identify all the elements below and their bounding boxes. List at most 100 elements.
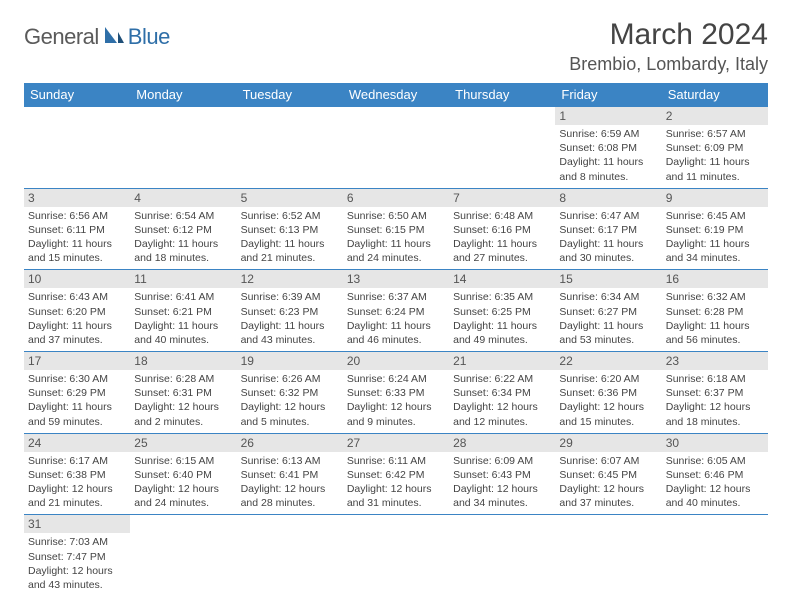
day-number: 31 [24, 515, 130, 533]
sunset-text: Sunset: 6:41 PM [241, 468, 339, 482]
day-number: 22 [555, 352, 661, 370]
daylight-text: Daylight: 11 hours and 24 minutes. [347, 237, 445, 265]
sunset-text: Sunset: 6:16 PM [453, 223, 551, 237]
calendar-cell [662, 515, 768, 596]
sunrise-text: Sunrise: 6:13 AM [241, 454, 339, 468]
sunset-text: Sunset: 6:36 PM [559, 386, 657, 400]
day-number: 2 [662, 107, 768, 125]
day-details: Sunrise: 6:26 AMSunset: 6:32 PMDaylight:… [237, 370, 343, 433]
sunset-text: Sunset: 6:11 PM [28, 223, 126, 237]
sunset-text: Sunset: 6:08 PM [559, 141, 657, 155]
calendar-cell: 28Sunrise: 6:09 AMSunset: 6:43 PMDayligh… [449, 433, 555, 515]
day-number: 4 [130, 189, 236, 207]
calendar-cell: 24Sunrise: 6:17 AMSunset: 6:38 PMDayligh… [24, 433, 130, 515]
day-header: Tuesday [237, 83, 343, 107]
sunset-text: Sunset: 6:43 PM [453, 468, 551, 482]
daylight-text: Daylight: 12 hours and 24 minutes. [134, 482, 232, 510]
sunset-text: Sunset: 6:21 PM [134, 305, 232, 319]
day-number: 14 [449, 270, 555, 288]
logo-text-blue: Blue [128, 24, 170, 50]
calendar-cell: 20Sunrise: 6:24 AMSunset: 6:33 PMDayligh… [343, 352, 449, 434]
calendar-cell: 8Sunrise: 6:47 AMSunset: 6:17 PMDaylight… [555, 188, 661, 270]
day-number [343, 107, 449, 111]
sunset-text: Sunset: 6:34 PM [453, 386, 551, 400]
sunset-text: Sunset: 6:37 PM [666, 386, 764, 400]
day-details: Sunrise: 6:18 AMSunset: 6:37 PMDaylight:… [662, 370, 768, 433]
day-details: Sunrise: 7:03 AMSunset: 7:47 PMDaylight:… [24, 533, 130, 596]
sunset-text: Sunset: 6:23 PM [241, 305, 339, 319]
calendar-cell: 29Sunrise: 6:07 AMSunset: 6:45 PMDayligh… [555, 433, 661, 515]
calendar-cell: 14Sunrise: 6:35 AMSunset: 6:25 PMDayligh… [449, 270, 555, 352]
daylight-text: Daylight: 12 hours and 21 minutes. [28, 482, 126, 510]
sunset-text: Sunset: 6:27 PM [559, 305, 657, 319]
title-block: March 2024 Brembio, Lombardy, Italy [569, 18, 768, 75]
sunset-text: Sunset: 6:20 PM [28, 305, 126, 319]
calendar-cell [555, 515, 661, 596]
page-header: General Blue March 2024 Brembio, Lombard… [24, 18, 768, 75]
calendar-cell: 17Sunrise: 6:30 AMSunset: 6:29 PMDayligh… [24, 352, 130, 434]
month-title: March 2024 [569, 18, 768, 52]
sunset-text: Sunset: 6:46 PM [666, 468, 764, 482]
sunset-text: Sunset: 6:17 PM [559, 223, 657, 237]
calendar-cell: 21Sunrise: 6:22 AMSunset: 6:34 PMDayligh… [449, 352, 555, 434]
calendar-cell: 22Sunrise: 6:20 AMSunset: 6:36 PMDayligh… [555, 352, 661, 434]
day-details: Sunrise: 6:11 AMSunset: 6:42 PMDaylight:… [343, 452, 449, 515]
day-details: Sunrise: 6:50 AMSunset: 6:15 PMDaylight:… [343, 207, 449, 270]
day-details: Sunrise: 6:22 AMSunset: 6:34 PMDaylight:… [449, 370, 555, 433]
calendar-cell: 23Sunrise: 6:18 AMSunset: 6:37 PMDayligh… [662, 352, 768, 434]
day-header: Sunday [24, 83, 130, 107]
calendar-week-row: 10Sunrise: 6:43 AMSunset: 6:20 PMDayligh… [24, 270, 768, 352]
day-number [237, 515, 343, 519]
daylight-text: Daylight: 11 hours and 15 minutes. [28, 237, 126, 265]
calendar-cell: 25Sunrise: 6:15 AMSunset: 6:40 PMDayligh… [130, 433, 236, 515]
day-number: 18 [130, 352, 236, 370]
day-details: Sunrise: 6:37 AMSunset: 6:24 PMDaylight:… [343, 288, 449, 351]
sunrise-text: Sunrise: 6:22 AM [453, 372, 551, 386]
sunrise-text: Sunrise: 6:32 AM [666, 290, 764, 304]
day-number: 15 [555, 270, 661, 288]
day-number: 25 [130, 434, 236, 452]
day-details: Sunrise: 6:39 AMSunset: 6:23 PMDaylight:… [237, 288, 343, 351]
location: Brembio, Lombardy, Italy [569, 54, 768, 75]
day-number: 26 [237, 434, 343, 452]
day-number: 17 [24, 352, 130, 370]
calendar-cell: 19Sunrise: 6:26 AMSunset: 6:32 PMDayligh… [237, 352, 343, 434]
sunset-text: Sunset: 6:31 PM [134, 386, 232, 400]
day-details: Sunrise: 6:41 AMSunset: 6:21 PMDaylight:… [130, 288, 236, 351]
sunrise-text: Sunrise: 6:52 AM [241, 209, 339, 223]
calendar-cell: 4Sunrise: 6:54 AMSunset: 6:12 PMDaylight… [130, 188, 236, 270]
daylight-text: Daylight: 12 hours and 34 minutes. [453, 482, 551, 510]
sunset-text: Sunset: 6:13 PM [241, 223, 339, 237]
day-number: 16 [662, 270, 768, 288]
sunset-text: Sunset: 6:38 PM [28, 468, 126, 482]
day-number: 11 [130, 270, 236, 288]
daylight-text: Daylight: 12 hours and 37 minutes. [559, 482, 657, 510]
calendar-cell [449, 107, 555, 189]
day-number [555, 515, 661, 519]
calendar-cell: 27Sunrise: 6:11 AMSunset: 6:42 PMDayligh… [343, 433, 449, 515]
sunrise-text: Sunrise: 6:45 AM [666, 209, 764, 223]
sunrise-text: Sunrise: 6:18 AM [666, 372, 764, 386]
daylight-text: Daylight: 12 hours and 18 minutes. [666, 400, 764, 428]
day-details: Sunrise: 6:28 AMSunset: 6:31 PMDaylight:… [130, 370, 236, 433]
day-details: Sunrise: 6:05 AMSunset: 6:46 PMDaylight:… [662, 452, 768, 515]
sunset-text: Sunset: 6:42 PM [347, 468, 445, 482]
day-number: 27 [343, 434, 449, 452]
sunset-text: Sunset: 6:40 PM [134, 468, 232, 482]
calendar-cell [24, 107, 130, 189]
day-details: Sunrise: 6:54 AMSunset: 6:12 PMDaylight:… [130, 207, 236, 270]
day-details: Sunrise: 6:43 AMSunset: 6:20 PMDaylight:… [24, 288, 130, 351]
day-number: 13 [343, 270, 449, 288]
day-number [130, 515, 236, 519]
sunset-text: Sunset: 6:09 PM [666, 141, 764, 155]
daylight-text: Daylight: 12 hours and 40 minutes. [666, 482, 764, 510]
sunrise-text: Sunrise: 6:07 AM [559, 454, 657, 468]
sunset-text: Sunset: 6:29 PM [28, 386, 126, 400]
sunrise-text: Sunrise: 6:30 AM [28, 372, 126, 386]
sunrise-text: Sunrise: 6:43 AM [28, 290, 126, 304]
daylight-text: Daylight: 11 hours and 21 minutes. [241, 237, 339, 265]
day-number: 5 [237, 189, 343, 207]
sunset-text: Sunset: 6:15 PM [347, 223, 445, 237]
sunrise-text: Sunrise: 6:47 AM [559, 209, 657, 223]
calendar-cell [130, 515, 236, 596]
